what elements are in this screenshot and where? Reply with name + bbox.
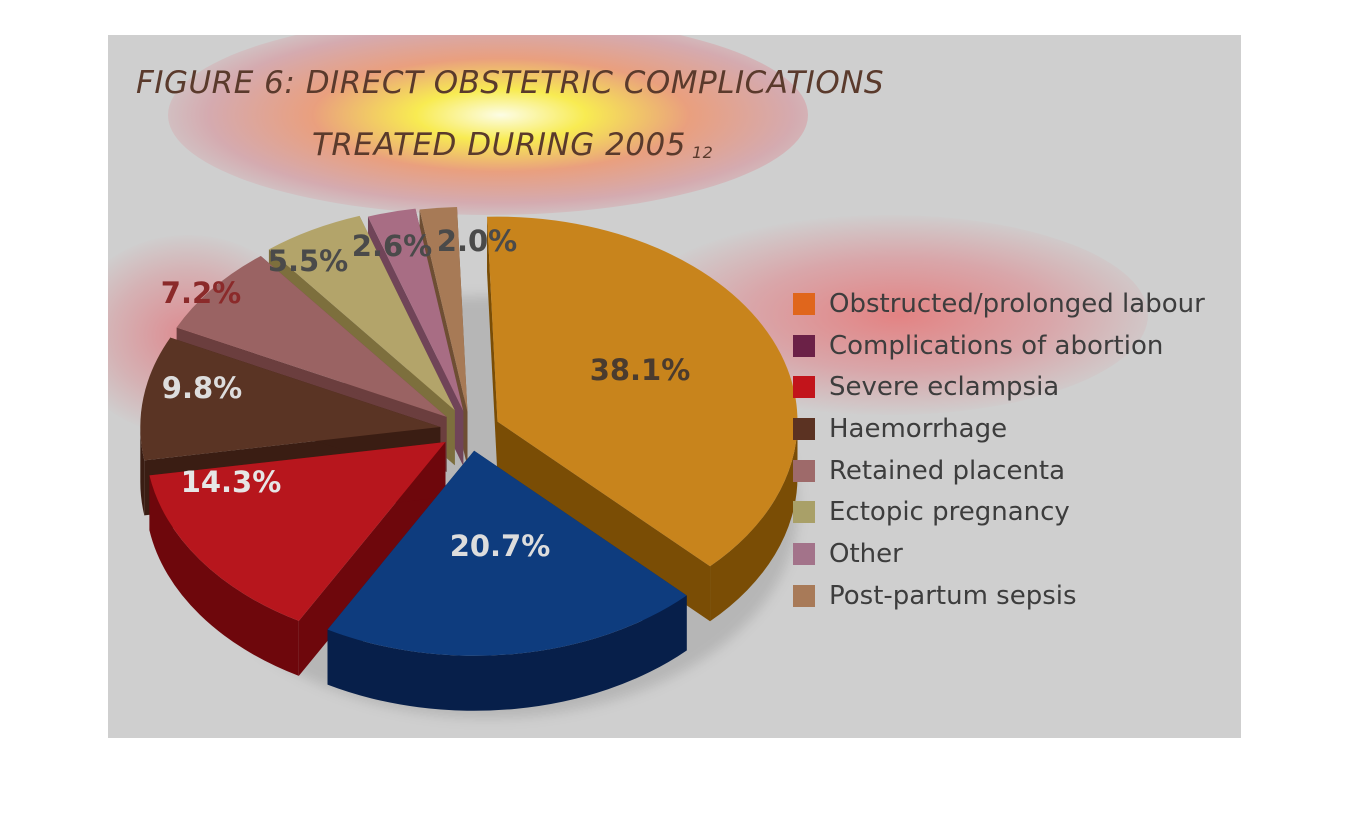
legend-swatch	[793, 417, 815, 440]
legend-label: Other	[829, 538, 903, 569]
legend-label: Retained placenta	[829, 455, 1066, 486]
pie-slice-obstructed-prolonged-labour	[487, 216, 798, 622]
legend-label: Post-partum sepsis	[829, 580, 1077, 611]
chart-title-line1: FIGURE 6: DIRECT OBSTETRIC COMPLICATIONS	[136, 65, 885, 101]
data-label-complications-of-abortion: 20.7%	[450, 529, 551, 563]
legend-swatch	[793, 542, 815, 565]
pie-slice-side-severe-eclampsia	[149, 475, 299, 676]
data-label-retained-placenta: 7.2%	[161, 276, 241, 310]
data-label-obstructed-prolonged-labour: 38.1%	[590, 353, 691, 387]
pie-slice-top-complications-of-abortion	[327, 450, 687, 656]
pie-slice-top-post-partum-sepsis	[419, 207, 468, 412]
data-label-other: 2.6%	[352, 229, 432, 263]
pie-slice-side-haemorrhage	[140, 426, 145, 516]
legend-label: Obstructed/prolonged labour	[829, 288, 1205, 319]
legend-swatch	[793, 292, 815, 315]
legend-item-retained-placenta: Retained placenta	[793, 450, 1205, 492]
legend-item-ectopic-pregnancy: Ectopic pregnancy	[793, 491, 1205, 533]
legend-swatch	[793, 334, 815, 357]
pie-slice-top-obstructed-prolonged-labour	[487, 216, 798, 567]
pie-slice-top-severe-eclampsia	[149, 442, 446, 621]
legend-item-severe-eclampsia: Severe eclampsia	[793, 366, 1205, 408]
pie-slice-wall-end-obstructed-prolonged-labour	[497, 421, 711, 622]
pie-slice-side-complications-of-abortion	[327, 595, 687, 711]
chart-title-line2-text: TREATED DURING 2005	[312, 127, 686, 163]
pie-slice-top-haemorrhage	[140, 337, 441, 461]
legend-swatch	[793, 459, 815, 482]
pie-slice-top-other	[367, 208, 464, 411]
pie-slice-side-obstructed-prolonged-labour	[710, 421, 798, 622]
legend-swatch	[793, 584, 815, 607]
data-label-severe-eclampsia: 14.3%	[181, 465, 282, 499]
chart-title-line2: TREATED DURING 2005 12	[312, 114, 713, 176]
pie-slice-severe-eclampsia	[149, 442, 446, 676]
legend-item-complications-of-abortion: Complications of abortion	[793, 325, 1205, 367]
legend-item-haemorrhage: Haemorrhage	[793, 408, 1205, 450]
chart-title-superscript: 12	[691, 143, 714, 162]
data-label-haemorrhage: 9.8%	[162, 371, 242, 405]
pie-slice-wall-start-obstructed-prolonged-labour	[487, 216, 498, 477]
pie-slice-complications-of-abortion	[327, 450, 687, 711]
chart-legend: Obstructed/prolonged labour Complications…	[793, 283, 1205, 617]
legend-label: Complications of abortion	[829, 330, 1164, 361]
pie-slice-top-retained-placenta	[176, 255, 447, 417]
legend-swatch	[793, 501, 815, 524]
legend-item-obstructed-prolonged-labour: Obstructed/prolonged labour	[793, 283, 1205, 325]
pie-slice-top-ectopic-pregnancy	[268, 215, 455, 411]
legend-item-other: Other	[793, 533, 1205, 575]
legend-label: Severe eclampsia	[829, 372, 1060, 403]
legend-label: Ectopic pregnancy	[829, 497, 1070, 528]
legend-label: Haemorrhage	[829, 413, 1008, 444]
legend-swatch	[793, 376, 815, 399]
legend-item-post-partum-sepsis: Post-partum sepsis	[793, 575, 1205, 617]
data-label-post-partum-sepsis: 2.0%	[437, 224, 517, 258]
data-label-ectopic-pregnancy: 5.5%	[268, 244, 348, 278]
